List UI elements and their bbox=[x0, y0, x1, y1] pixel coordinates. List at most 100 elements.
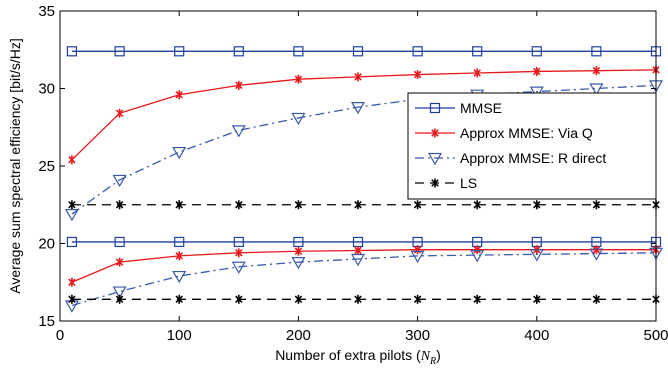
plot-area bbox=[64, 46, 664, 313]
legend-marker bbox=[431, 128, 439, 138]
data-point-approx-mmse-via-q-upper bbox=[235, 80, 243, 90]
x-tick-label: 100 bbox=[167, 327, 192, 344]
data-point-mmse-upper bbox=[114, 46, 125, 57]
y-axis-label: Average sum spectral efficiency [bit/s/H… bbox=[7, 38, 23, 293]
data-point-approx-mmse-via-q-upper bbox=[354, 72, 362, 82]
data-point-approx-mmse-via-q-upper bbox=[413, 70, 422, 80]
data-point-series-lower bbox=[294, 246, 303, 256]
data-point-series-lower bbox=[470, 250, 485, 263]
data-point-mmse-upper bbox=[66, 46, 78, 57]
data-point-series-lower bbox=[592, 245, 601, 255]
data-point-series-lower bbox=[115, 294, 124, 304]
data-point-mmse-upper bbox=[412, 46, 423, 57]
data-point-ls-upper bbox=[473, 200, 481, 210]
x-axis-label-end: ) bbox=[436, 347, 441, 363]
data-point-series-lower bbox=[473, 294, 481, 304]
data-point-series-lower bbox=[354, 294, 362, 304]
x-axis-label: Number of extra pilots (NR) bbox=[275, 347, 441, 367]
series-line-approx-mmse-r-direct-upper bbox=[71, 84, 657, 215]
data-point-series-lower bbox=[175, 251, 183, 261]
data-point-ls-upper bbox=[235, 200, 243, 210]
data-point-series-lower bbox=[354, 245, 362, 255]
data-point-ls-upper bbox=[533, 200, 541, 210]
legend-entry: Approx MMSE: R direct bbox=[415, 150, 606, 166]
x-tick-label: 500 bbox=[643, 327, 668, 344]
data-point-series-lower bbox=[175, 294, 183, 304]
y-tick-label: 25 bbox=[38, 158, 55, 175]
legend-entry: Approx MMSE: Via Q bbox=[415, 125, 593, 141]
data-point-series-lower bbox=[174, 236, 185, 248]
data-point-approx-mmse-r-direct-upper bbox=[112, 174, 127, 188]
data-point-mmse-upper bbox=[591, 46, 602, 57]
data-point-mmse-upper bbox=[233, 46, 244, 57]
data-point-ls-upper bbox=[413, 200, 422, 210]
data-point-approx-mmse-r-direct-upper bbox=[291, 112, 306, 126]
data-point-series-lower bbox=[66, 236, 78, 248]
data-point-approx-mmse-r-direct-upper bbox=[64, 208, 79, 222]
data-point-approx-mmse-r-direct-upper bbox=[589, 83, 604, 96]
data-point-approx-mmse-via-q-upper bbox=[592, 66, 601, 76]
data-point-series-lower bbox=[529, 249, 544, 262]
legend-marker bbox=[427, 152, 443, 166]
data-point-approx-mmse-r-direct-upper bbox=[350, 101, 366, 115]
data-point-mmse-upper bbox=[293, 46, 304, 57]
y-tick-label: 35 bbox=[38, 3, 55, 20]
legend-entry: MMSE bbox=[415, 100, 502, 116]
data-point-approx-mmse-via-q-upper bbox=[533, 66, 541, 76]
data-point-ls-upper bbox=[68, 200, 76, 210]
data-point-series-lower bbox=[231, 261, 246, 274]
x-tick-label: 400 bbox=[524, 327, 549, 344]
data-point-series-lower bbox=[413, 294, 422, 304]
y-tick-label: 30 bbox=[38, 81, 55, 98]
data-point-series-lower bbox=[112, 286, 127, 299]
data-point-approx-mmse-via-q-upper bbox=[294, 74, 303, 84]
data-point-series-lower bbox=[115, 257, 124, 267]
data-point-series-lower bbox=[533, 294, 541, 304]
data-point-series-lower bbox=[68, 294, 76, 304]
data-point-mmse-upper bbox=[531, 46, 542, 57]
legend-marker bbox=[431, 178, 439, 188]
data-point-approx-mmse-via-q-upper bbox=[115, 108, 124, 118]
data-point-series-lower bbox=[589, 248, 604, 261]
legend: MMSE Approx MMSE: Via Q Approx MMSE: R dir… bbox=[407, 92, 657, 200]
data-point-series-lower bbox=[114, 236, 125, 248]
data-point-approx-mmse-via-q-upper bbox=[473, 68, 481, 78]
data-point-ls-upper bbox=[175, 200, 183, 210]
data-point-approx-mmse-r-direct-upper bbox=[529, 86, 544, 99]
data-point-mmse-upper bbox=[472, 46, 483, 57]
legend-marker bbox=[429, 102, 441, 114]
data-point-approx-mmse-r-direct-upper bbox=[231, 125, 246, 138]
x-tick-label: 0 bbox=[56, 327, 64, 344]
data-point-mmse-upper bbox=[352, 46, 364, 57]
data-point-series-lower bbox=[68, 277, 76, 287]
data-point-series-lower bbox=[291, 257, 306, 270]
data-point-series-lower bbox=[473, 245, 481, 255]
data-point-approx-mmse-via-q-upper bbox=[175, 90, 183, 100]
data-point-series-lower bbox=[233, 236, 244, 248]
data-point-series-lower bbox=[235, 294, 243, 304]
axis-ticks: 0 100 200 300 400 500 15 20 25 30 35 bbox=[38, 3, 668, 344]
data-point-approx-mmse-r-direct-upper bbox=[172, 146, 187, 160]
data-point-series-lower bbox=[293, 236, 304, 248]
y-tick-label: 15 bbox=[38, 313, 55, 330]
x-axis-label-symbol: N bbox=[420, 349, 431, 364]
legend-label: Approx MMSE: R direct bbox=[460, 150, 606, 166]
data-point-series-lower bbox=[350, 253, 366, 267]
data-point-series-lower bbox=[592, 294, 601, 304]
legend-label: MMSE bbox=[460, 100, 502, 116]
legend-label: Approx MMSE: Via Q bbox=[460, 125, 593, 141]
legend-entry: LS bbox=[415, 175, 477, 191]
x-tick-label: 300 bbox=[405, 327, 430, 344]
data-point-approx-mmse-via-q-upper bbox=[68, 155, 76, 165]
x-axis-label-text: Number of extra pilots ( bbox=[275, 347, 421, 363]
y-tick-label: 20 bbox=[38, 236, 55, 253]
legend-box bbox=[407, 92, 657, 200]
data-point-series-lower bbox=[410, 250, 425, 264]
data-point-series-lower bbox=[294, 294, 303, 304]
x-axis-label-subscript: R bbox=[429, 356, 436, 367]
data-point-mmse-upper bbox=[174, 46, 185, 57]
data-point-ls-upper bbox=[294, 200, 303, 210]
data-point-ls-upper bbox=[354, 200, 362, 210]
data-point-series-lower bbox=[235, 248, 243, 258]
